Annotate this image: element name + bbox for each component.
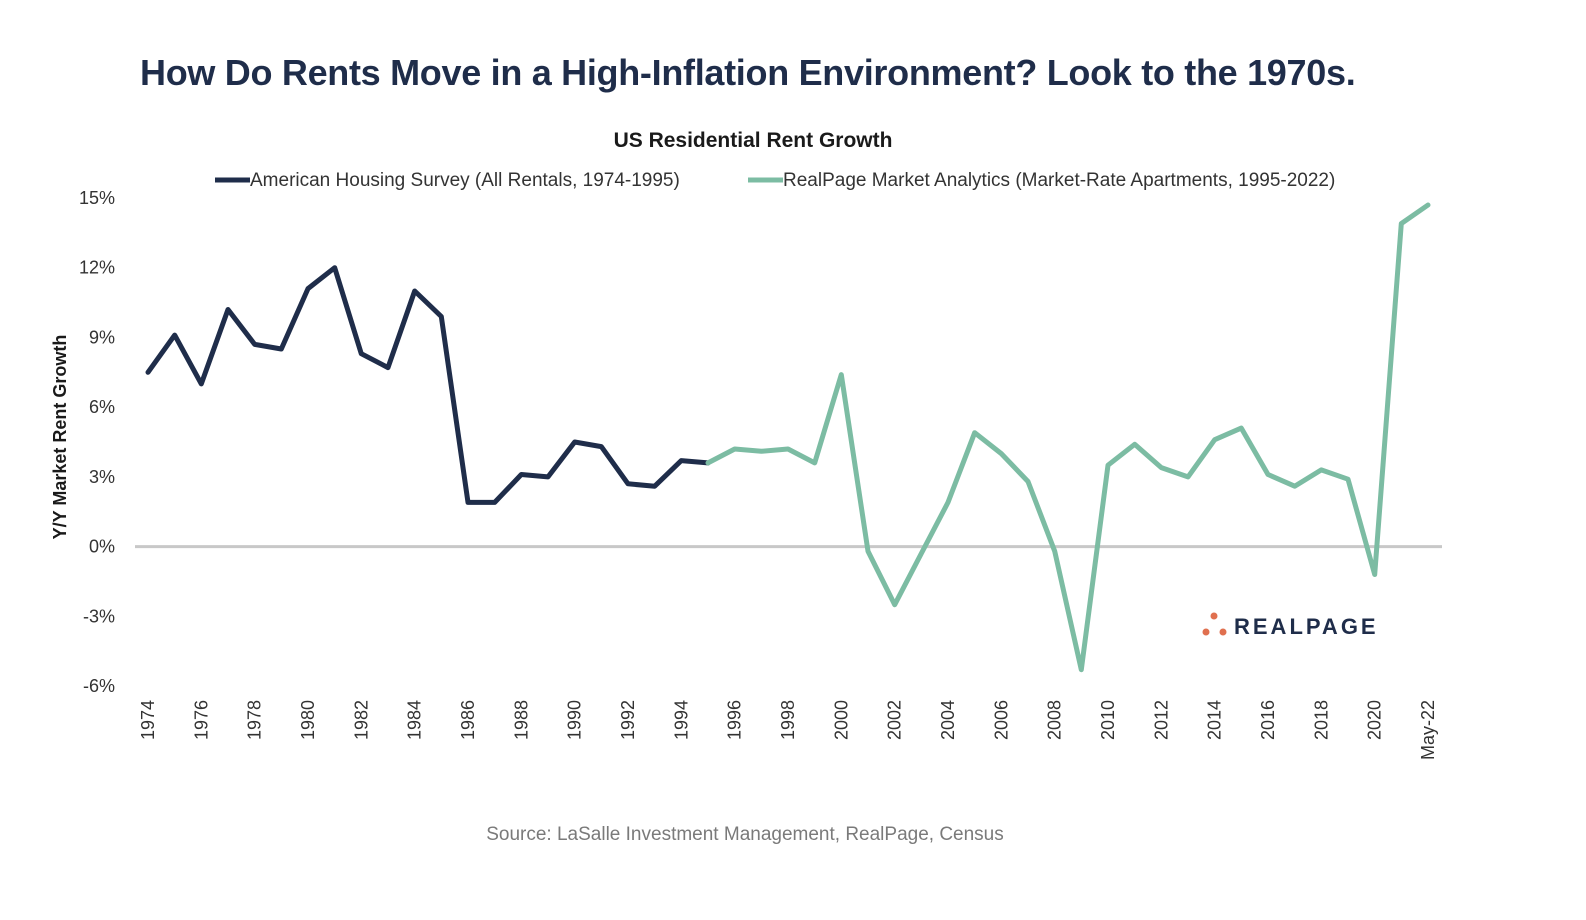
- legend-label-ahs: American Housing Survey (All Rentals, 19…: [250, 170, 680, 191]
- y-tick-label: 0%: [89, 537, 115, 557]
- x-tick-label: 1984: [405, 700, 425, 740]
- y-tick-label: 9%: [89, 327, 115, 347]
- y-axis-ticks: 15% 12% 9% 6% 3% 0% -3% -6%: [79, 188, 115, 696]
- logo-dot: [1219, 628, 1227, 636]
- x-tick-label: 2008: [1045, 700, 1065, 740]
- legend: American Housing Survey (All Rentals, 19…: [215, 170, 1335, 191]
- x-tick-label: 2000: [831, 700, 851, 740]
- x-tick-label: 1994: [671, 700, 691, 740]
- legend-label-realpage: RealPage Market Analytics (Market-Rate A…: [783, 170, 1335, 191]
- page-headline: How Do Rents Move in a High-Inflation En…: [140, 52, 1356, 93]
- y-tick-label: -6%: [83, 676, 115, 696]
- x-tick-label: 2018: [1311, 700, 1331, 740]
- x-tick-label: 2014: [1205, 700, 1225, 740]
- x-tick-label: 2002: [885, 700, 905, 740]
- x-tick-label: 2016: [1258, 700, 1278, 740]
- x-tick-label: 1978: [245, 700, 265, 740]
- y-tick-label: 6%: [89, 397, 115, 417]
- y-tick-label: 12%: [79, 258, 115, 278]
- series-line-ahs: [145, 265, 711, 505]
- x-tick-label: 1974: [138, 700, 158, 740]
- series-lines: [145, 202, 1431, 673]
- source-note: Source: LaSalle Investment Management, R…: [486, 824, 1004, 845]
- logo-text: REALPAGE: [1234, 614, 1379, 639]
- x-tick-label: 2004: [938, 700, 958, 740]
- x-tick-label: 1990: [565, 700, 585, 740]
- x-tick-label: 1976: [191, 700, 211, 740]
- series-line-realpage: [705, 202, 1431, 673]
- realpage-logo: REALPAGE: [1202, 612, 1379, 639]
- logo-dot: [1202, 628, 1210, 636]
- y-tick-label: 15%: [79, 188, 115, 208]
- x-tick-label: 2006: [991, 700, 1011, 740]
- x-tick-label: 1982: [351, 700, 371, 740]
- y-tick-label: -3%: [83, 606, 115, 626]
- y-axis-label: Y/Y Market Rent Growth: [50, 335, 70, 540]
- x-tick-label: 2020: [1365, 700, 1385, 740]
- x-tick-label: 1992: [618, 700, 638, 740]
- x-tick-label: May-22: [1418, 700, 1438, 760]
- x-tick-label: 2012: [1151, 700, 1171, 740]
- x-tick-label: 1986: [458, 700, 478, 740]
- x-tick-label: 2010: [1098, 700, 1118, 740]
- x-tick-label: 1998: [778, 700, 798, 740]
- x-axis-ticks: 1974 1976 1978 1980 1982 1984 1986 1988 1990 1992…: [138, 700, 1438, 760]
- x-tick-label: 1980: [298, 700, 318, 740]
- x-tick-label: 1988: [511, 700, 531, 740]
- x-tick-label: 1996: [725, 700, 745, 740]
- logo-dot: [1210, 612, 1218, 620]
- chart-title: US Residential Rent Growth: [614, 129, 893, 152]
- y-tick-label: 3%: [89, 467, 115, 487]
